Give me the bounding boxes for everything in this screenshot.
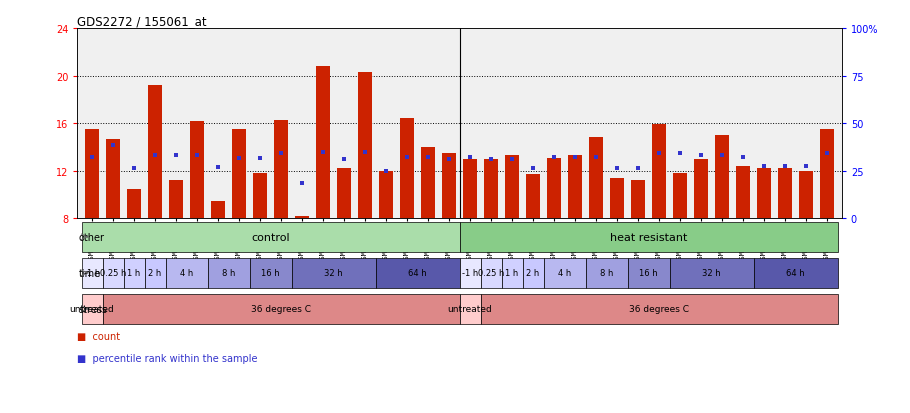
Bar (820, 130, 834, 219)
Bar (253, 174, 267, 219)
Text: 16 h: 16 h (261, 269, 280, 278)
Text: 64 h: 64 h (786, 269, 804, 278)
Text: untreated: untreated (70, 305, 115, 313)
Bar (480, 294, 837, 324)
Bar (103, 259, 124, 288)
Text: 1 h: 1 h (505, 269, 519, 278)
Text: 4 h: 4 h (558, 269, 571, 278)
Bar (460, 294, 480, 324)
Bar (757, 169, 771, 219)
Text: 16 h: 16 h (639, 269, 658, 278)
Bar (145, 259, 166, 288)
Bar (82, 223, 460, 252)
Bar (670, 259, 753, 288)
Bar (460, 259, 480, 288)
Bar (628, 259, 670, 288)
Text: 32 h: 32 h (324, 269, 343, 278)
Bar (522, 259, 543, 288)
Text: 32 h: 32 h (703, 269, 721, 278)
Bar (274, 120, 288, 219)
Bar (547, 158, 561, 219)
Bar (106, 139, 120, 219)
Text: other: other (78, 232, 105, 242)
Text: untreated: untreated (448, 305, 492, 313)
Bar (207, 259, 249, 288)
Text: 64 h: 64 h (409, 269, 427, 278)
Text: 1 h: 1 h (127, 269, 141, 278)
Bar (505, 156, 519, 219)
Bar (694, 159, 708, 219)
Text: control: control (251, 232, 290, 242)
Text: -1 h: -1 h (84, 269, 100, 278)
Text: -1 h: -1 h (462, 269, 478, 278)
Bar (232, 130, 246, 219)
Bar (484, 159, 498, 219)
Text: 0.25 h: 0.25 h (100, 269, 126, 278)
Bar (652, 125, 666, 219)
Bar (169, 181, 183, 219)
Text: heat resistant: heat resistant (610, 232, 687, 242)
Bar (295, 216, 308, 219)
Text: 36 degrees C: 36 degrees C (629, 305, 689, 313)
Bar (190, 121, 204, 219)
Text: GDS2272 / 155061_at: GDS2272 / 155061_at (77, 15, 207, 28)
Bar (526, 175, 540, 219)
Text: 4 h: 4 h (180, 269, 193, 278)
Text: stress: stress (78, 304, 107, 314)
Bar (778, 169, 792, 219)
Bar (82, 259, 103, 288)
Bar (442, 154, 456, 219)
Bar (82, 294, 103, 324)
Bar (249, 259, 291, 288)
Bar (460, 223, 837, 252)
Text: 36 degrees C: 36 degrees C (251, 305, 311, 313)
Bar (543, 259, 585, 288)
Text: 0.25 h: 0.25 h (478, 269, 504, 278)
Bar (421, 147, 435, 219)
Bar (480, 259, 501, 288)
Bar (379, 171, 393, 219)
Bar (316, 67, 329, 219)
Text: ■  percentile rank within the sample: ■ percentile rank within the sample (77, 354, 258, 363)
Bar (568, 156, 581, 219)
Bar (127, 189, 141, 219)
Bar (585, 259, 628, 288)
Bar (400, 119, 414, 219)
Bar (753, 259, 837, 288)
Bar (359, 73, 372, 219)
Bar (611, 178, 624, 219)
Bar (463, 159, 477, 219)
Bar (291, 259, 376, 288)
Bar (103, 294, 460, 324)
Bar (124, 259, 145, 288)
Bar (376, 259, 460, 288)
Bar (632, 181, 645, 219)
Bar (148, 86, 162, 219)
Text: 2 h: 2 h (526, 269, 540, 278)
Bar (501, 259, 522, 288)
Text: 2 h: 2 h (148, 269, 162, 278)
Bar (166, 259, 207, 288)
Bar (211, 201, 225, 219)
Bar (799, 171, 813, 219)
Bar (86, 130, 99, 219)
Text: 8 h: 8 h (222, 269, 236, 278)
Bar (589, 138, 602, 219)
Bar (673, 174, 687, 219)
Bar (338, 169, 351, 219)
Bar (736, 166, 750, 219)
Text: 8 h: 8 h (600, 269, 613, 278)
Text: ■  count: ■ count (77, 331, 120, 341)
Bar (715, 136, 729, 219)
Text: time: time (78, 268, 100, 278)
